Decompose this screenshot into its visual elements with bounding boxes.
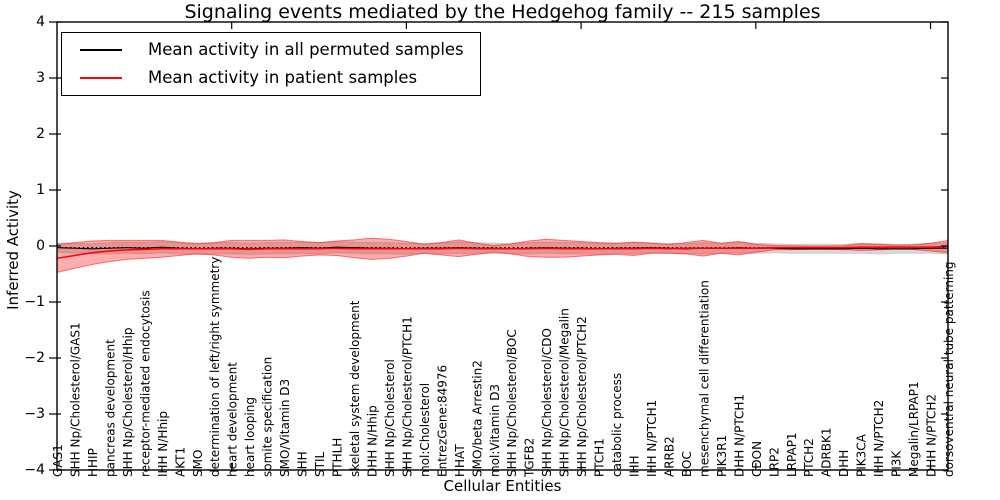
y-tick-label: −1 bbox=[24, 294, 45, 310]
x-category-label: SHH bbox=[296, 451, 310, 477]
x-category-label: somite specification bbox=[261, 357, 275, 477]
y-tick-label: 3 bbox=[36, 70, 45, 86]
x-category-label: PIK3CA bbox=[855, 433, 869, 477]
x-category-label: DHH N/PTCH2 bbox=[925, 394, 939, 477]
x-axis-label: Cellular Entities bbox=[443, 477, 562, 495]
x-category-label: pancreas development bbox=[103, 339, 117, 477]
x-category-label: SMO/beta Arrestin2 bbox=[470, 360, 484, 477]
x-category-label: receptor-mediated endocytosis bbox=[138, 290, 152, 477]
x-category-label: SHH Np/Cholesterol/CDO bbox=[540, 328, 554, 477]
legend-label-patient: Mean activity in patient samples bbox=[148, 68, 418, 87]
x-category-label: PIK3R1 bbox=[715, 435, 729, 477]
x-category-label: AKT1 bbox=[173, 447, 187, 477]
x-category-label: PTCH1 bbox=[593, 438, 607, 477]
x-category-label: dorsoventral neural tube patterning bbox=[942, 261, 956, 477]
x-category-label: mesenchymal cell differentiation bbox=[697, 280, 711, 477]
x-category-label: LRPAP1 bbox=[785, 432, 799, 477]
x-category-label: TGFB2 bbox=[523, 438, 537, 478]
y-tick-label: −4 bbox=[24, 462, 45, 478]
x-category-label: DHH N/PTCH1 bbox=[732, 394, 746, 477]
x-category-label: GAS1 bbox=[51, 444, 65, 477]
legend-item-permuted: Mean activity in all permuted samples bbox=[78, 40, 464, 59]
legend-label-permuted: Mean activity in all permuted samples bbox=[148, 40, 464, 59]
x-category-label: SHH Np/Cholesterol/PTCH2 bbox=[575, 316, 589, 477]
x-category-label: IHH N/Hhip bbox=[156, 411, 170, 477]
legend-item-patient: Mean activity in patient samples bbox=[78, 68, 464, 87]
x-category-label: SHH Np/Cholesterol bbox=[383, 359, 397, 477]
x-category-label: EntrezGene:84976 bbox=[435, 365, 449, 477]
x-category-label: catabolic process bbox=[610, 373, 624, 477]
x-category-label: IHH bbox=[628, 455, 642, 477]
x-category-label: skeletal system development bbox=[348, 300, 362, 477]
x-category-label: mol:Vitamin D3 bbox=[488, 384, 502, 477]
x-category-label: PI3K bbox=[890, 450, 904, 477]
x-category-label: PTCH2 bbox=[802, 438, 816, 477]
x-category-label: BOC bbox=[680, 451, 694, 477]
legend-line-patient-icon bbox=[80, 76, 122, 79]
y-tick-label: 2 bbox=[36, 126, 45, 142]
x-category-label: SHH Np/Cholesterol/PTCH1 bbox=[400, 316, 414, 477]
x-category-label: HHAT bbox=[453, 444, 467, 477]
x-category-label: DHH bbox=[837, 450, 851, 477]
x-category-label: SHH Np/Cholesterol/Megalin bbox=[558, 308, 572, 477]
x-category-label: SHH Np/Cholesterol/BOC bbox=[505, 329, 519, 477]
y-tick-label: −3 bbox=[24, 406, 45, 422]
x-category-label: STIL bbox=[313, 452, 327, 477]
x-category-label: CDON bbox=[750, 441, 764, 477]
y-tick-label: 1 bbox=[36, 182, 45, 198]
y-tick-label: 0 bbox=[36, 238, 45, 254]
x-category-label: ADRBK1 bbox=[820, 427, 834, 477]
x-category-label: SHH Np/Cholesterol/Hhip bbox=[121, 328, 135, 477]
x-category-label: ARRB2 bbox=[662, 436, 676, 477]
x-category-label: Megalin/LRPAP1 bbox=[907, 381, 921, 477]
x-category-label: IHH N/PTCH1 bbox=[645, 400, 659, 477]
x-category-label: SHH Np/Cholesterol/GAS1 bbox=[68, 322, 82, 477]
x-category-label: heart looping bbox=[243, 397, 257, 477]
y-axis-label: Inferred Activity bbox=[4, 190, 22, 310]
x-category-label: SMO bbox=[191, 450, 205, 477]
x-category-label: determination of left/right symmetry bbox=[208, 257, 222, 477]
patient-mean-line bbox=[56, 245, 949, 260]
y-tick-label: −2 bbox=[24, 350, 45, 366]
x-category-label: PTHLH bbox=[331, 438, 345, 477]
x-category-label: HHIP bbox=[86, 448, 100, 477]
legend-line-permuted-icon bbox=[80, 48, 122, 51]
x-category-label: mol:Cholesterol bbox=[418, 383, 432, 477]
x-category-label: DHH N/Hhip bbox=[365, 405, 379, 477]
legend: Mean activity in all permuted samples Me… bbox=[61, 32, 481, 96]
chart-title: Signaling events mediated by the Hedgeho… bbox=[184, 1, 821, 23]
x-category-label: SMO/Vitamin D3 bbox=[278, 379, 292, 477]
x-category-label: heart development bbox=[226, 362, 240, 477]
x-category-label: LRP2 bbox=[767, 447, 781, 477]
x-category-label: IHH N/PTCH2 bbox=[872, 400, 886, 477]
y-tick-label: 4 bbox=[36, 14, 45, 30]
